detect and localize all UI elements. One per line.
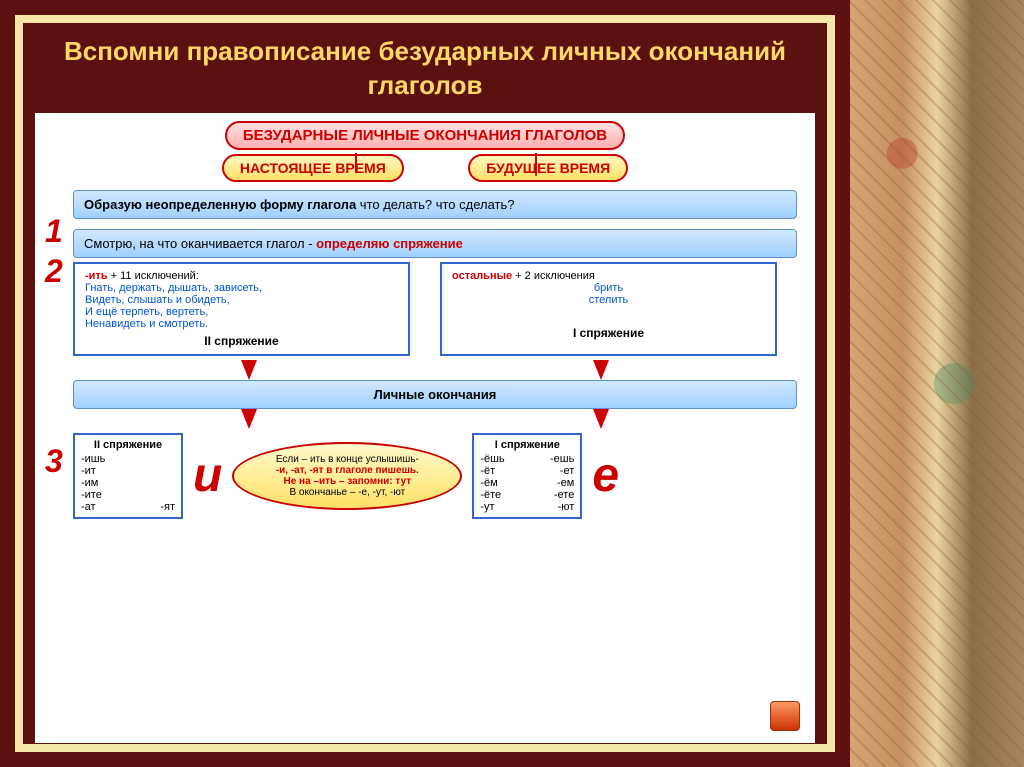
arrow-container [425, 360, 777, 380]
rest-plain: + 2 исключения [512, 270, 595, 282]
table-row: -ёт -ет [480, 465, 574, 477]
rest-red: остальные [452, 270, 512, 282]
connector-line [355, 153, 357, 173]
main-header-pill: БЕЗУДАРНЫЕ ЛИЧНЫЕ ОКОНЧАНИЯ ГЛАГОЛОВ [225, 121, 625, 150]
mnemonic-oval: Если – ить в конце услышишь- -и, -ат, -я… [232, 442, 462, 510]
connector-line [535, 153, 537, 173]
table-row: -им [81, 477, 175, 489]
ending: -ит [81, 465, 96, 477]
box-right-line1: остальные + 2 исключения [452, 270, 765, 282]
ending: -ют [558, 501, 575, 513]
step1-plain: что делать? что сделать? [360, 197, 515, 212]
letter-i: и [193, 448, 222, 503]
ending: -ем [557, 477, 574, 489]
box-conj1: остальные + 2 исключения брить стелить I… [440, 262, 777, 356]
table-row: -ут -ют [480, 501, 574, 513]
table-row: -ём -ем [480, 477, 574, 489]
step2-red: определяю спряжение [316, 236, 463, 251]
animation-button[interactable] [770, 701, 800, 731]
table-row: -ит [81, 465, 175, 477]
step3-bar: Личные окончания [73, 380, 797, 409]
step-number-3: 3 [45, 443, 63, 480]
arrow-container [425, 409, 777, 429]
arrow-down-icon [241, 360, 257, 380]
letter-e: е [592, 448, 619, 503]
ending: -им [81, 477, 98, 489]
table-row: -ат -ят [81, 501, 175, 513]
decorative-sidebar [850, 0, 1024, 767]
conjugation-split: -ить + 11 исключений: Гнать, держать, ды… [73, 262, 777, 356]
exceptions-poem: Гнать, держать, дышать, зависеть, Видеть… [85, 282, 398, 330]
step-number-2: 2 [45, 253, 63, 290]
step2-bar: Смотрю, на что оканчивается глагол - опр… [73, 229, 797, 258]
arrow-row-2 [73, 409, 777, 429]
conj1-h: I спряжение [480, 439, 574, 451]
conj2-endings-box: II спряжение -ишь -ит -им -ите -ат -ят [73, 433, 183, 519]
box-left-line1: -ить + 11 исключений: [85, 270, 398, 282]
oval-l2: -и, -ат, -ят в глаголе пишешь. [252, 465, 442, 476]
conj1-label: I спряжение [452, 326, 765, 340]
ending: -ешь [550, 453, 574, 465]
present-time-pill: НАСТОЯЩЕЕ ВРЕМЯ [222, 154, 404, 182]
future-time-pill: БУДУЩЕЕ ВРЕМЯ [468, 154, 628, 182]
arrow-container [73, 409, 425, 429]
step2-plain: Смотрю, на что оканчивается глагол - [84, 236, 316, 251]
step-number-1: 1 [45, 213, 63, 250]
ending: -ёт [480, 465, 495, 477]
header-row: БЕЗУДАРНЫЕ ЛИЧНЫЕ ОКОНЧАНИЯ ГЛАГОЛОВ [43, 121, 807, 150]
oval-l4: В окончанье – -е, -ут, -ют [252, 487, 442, 498]
slide-main: Вспомни правописание безударных личных о… [0, 0, 850, 767]
ending: -ишь [81, 453, 105, 465]
exceptions-list: брить стелить [452, 282, 765, 306]
slide-frame: Вспомни правописание безударных личных о… [15, 15, 835, 752]
conj2-h: II спряжение [81, 439, 175, 451]
box-conj2: -ить + 11 исключений: Гнать, держать, ды… [73, 262, 410, 356]
step1-bar: Образую неопределенную форму глагола что… [73, 190, 797, 219]
diagram-content: БЕЗУДАРНЫЕ ЛИЧНЫЕ ОКОНЧАНИЯ ГЛАГОЛОВ НАС… [35, 113, 815, 743]
table-row: -ите [81, 489, 175, 501]
ending: -ёте [480, 489, 501, 501]
arrow-down-icon [593, 409, 609, 429]
endings-row: II спряжение -ишь -ит -им -ите -ат-ят и … [73, 433, 797, 519]
table-row: -ёте -ете [480, 489, 574, 501]
ith-plain: + 11 исключений: [108, 270, 199, 282]
ith-red: -ить [85, 270, 108, 282]
ending: -ёшь [480, 453, 504, 465]
oval-l3: Не на –ить – запомни: тут [252, 476, 442, 487]
time-row: НАСТОЯЩЕЕ ВРЕМЯ БУДУЩЕЕ ВРЕМЯ [43, 154, 807, 182]
arrow-down-icon [593, 360, 609, 380]
ending: -ите [81, 489, 102, 501]
ending: -ят [160, 501, 175, 513]
conj1-endings-box: I спряжение -ёшь-ешь -ёт-ет -ём-ем -ёте-… [472, 433, 582, 519]
ending: -ет [560, 465, 574, 477]
table-row: -ишь [81, 453, 175, 465]
ending: -ат [81, 501, 96, 513]
step1-bold: Образую неопределенную форму глагола [84, 197, 360, 212]
arrow-down-icon [241, 409, 257, 429]
ending: -ете [554, 489, 574, 501]
arrow-row-1 [73, 360, 777, 380]
ending: -ут [480, 501, 494, 513]
slide-title: Вспомни правописание безударных личных о… [35, 35, 815, 103]
table-row: -ёшь -ешь [480, 453, 574, 465]
ending: -ём [480, 477, 497, 489]
oval-l1: Если – ить в конце услышишь- [252, 454, 442, 465]
conj2-label: II спряжение [85, 334, 398, 348]
arrow-container [73, 360, 425, 380]
